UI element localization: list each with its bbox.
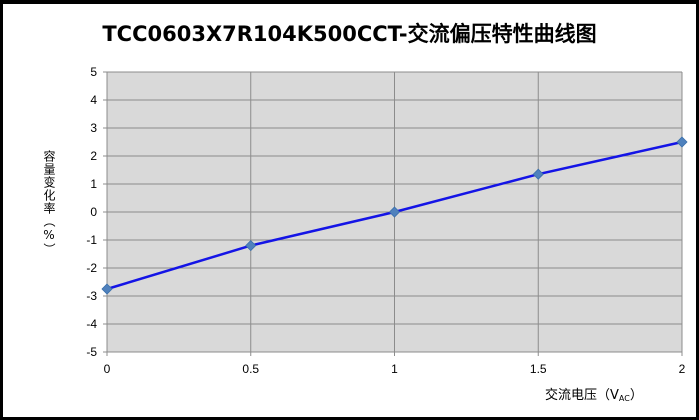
x-tick-label: 2 xyxy=(679,362,686,376)
x-axis-label: 交流电压（VAC） xyxy=(545,384,643,403)
y-tick-label: -3 xyxy=(86,289,97,303)
data-point xyxy=(388,206,401,218)
x-axis-label-main: 交流电压（V xyxy=(545,388,619,403)
data-point xyxy=(245,240,257,252)
x-tick-label: 1.5 xyxy=(530,362,547,376)
x-tick-label: 0 xyxy=(104,362,111,376)
y-tick-label: 2 xyxy=(90,149,97,163)
y-axis-label: 容量变化率（%） xyxy=(42,150,56,256)
data-point xyxy=(676,136,688,148)
x-axis-label-close: ） xyxy=(629,388,643,403)
chart-title: TCC0603X7R104K500CCT-交流偏压特性曲线图 xyxy=(102,22,597,46)
data-point xyxy=(532,168,544,180)
data-point xyxy=(101,283,113,295)
y-tick-label: -5 xyxy=(86,345,97,359)
y-tick-label: 5 xyxy=(90,65,97,79)
y-tick-label: 3 xyxy=(90,121,97,135)
x-tick-label: 1 xyxy=(391,362,398,376)
y-tick-label: -1 xyxy=(86,233,97,247)
y-tick-label: -4 xyxy=(86,317,97,331)
x-axis-label-subscript: AC xyxy=(618,394,630,403)
x-tick-label: 0.5 xyxy=(242,362,259,376)
y-tick-label: 0 xyxy=(90,205,97,219)
y-tick-label: -2 xyxy=(86,261,97,275)
y-tick-label: 4 xyxy=(90,93,97,107)
y-tick-label: 1 xyxy=(90,177,97,191)
